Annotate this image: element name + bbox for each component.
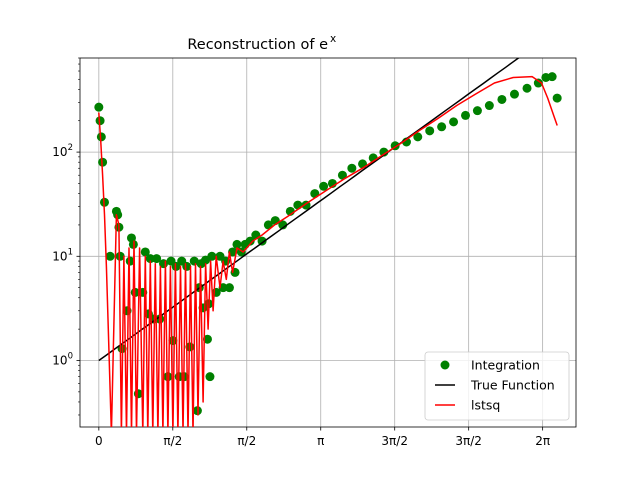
y-tick-label: 100 [52, 351, 73, 367]
y-tick-label: 102 [52, 143, 73, 159]
y-tick-label-exponent: 2 [68, 143, 73, 153]
integration-point [460, 110, 470, 120]
legend-label: True Function [470, 378, 555, 393]
integration-point [113, 210, 123, 220]
integration-point [533, 78, 543, 88]
integration-point [182, 261, 192, 271]
legend-box [424, 351, 570, 421]
x-tick-label: 3π/2 [455, 434, 482, 448]
integration-point [358, 159, 368, 169]
y-tick-label-exponent: 1 [68, 247, 73, 257]
x-tick-label: π [317, 434, 324, 448]
integration-point [257, 236, 267, 246]
legend-label: Integration [471, 358, 540, 373]
x-tick-label: 0 [95, 434, 103, 448]
axes-border [79, 57, 577, 428]
integration-point [347, 163, 357, 173]
legend-marker-integration [440, 360, 450, 370]
integration-point [125, 256, 135, 266]
grid-lines [80, 58, 576, 427]
x-tick-label: π/2 [237, 434, 256, 448]
integration-point [413, 132, 423, 142]
integration-point [224, 283, 234, 293]
integration-point [245, 236, 255, 246]
integration-point [472, 106, 482, 116]
y-tick-label-base: 10 [52, 249, 67, 263]
integration-point [337, 170, 347, 180]
y-tick-label: 101 [52, 247, 73, 263]
integration-point [509, 89, 519, 99]
integration-point [522, 83, 532, 93]
integration-point [145, 254, 155, 264]
plot-area [94, 58, 562, 427]
integration-point [319, 181, 329, 191]
y-tick-label-base: 10 [52, 353, 67, 367]
legend-label: lstsq [471, 398, 500, 413]
chart-title-superscript: x [330, 33, 336, 45]
integration-point [140, 247, 150, 257]
integration-point [425, 126, 435, 136]
chart-title-text: Reconstruction of e [187, 37, 328, 53]
integration-point [497, 94, 507, 104]
integration-point [152, 254, 162, 264]
lstsq-line [98, 75, 558, 427]
integration-point [96, 132, 106, 142]
integration-point [207, 251, 217, 261]
x-axis-ticks: 0 π/2 π/2 π 3π/2 3π/2 2π [95, 427, 550, 448]
integration-point [484, 101, 494, 111]
x-tick-label: π/2 [163, 434, 182, 448]
axes-frame [79, 57, 577, 428]
integration-point [115, 251, 125, 261]
integration-point [189, 256, 199, 266]
integration-point [94, 102, 104, 112]
integration-point [205, 372, 215, 382]
integration-point [202, 334, 212, 344]
integration-point [232, 239, 242, 249]
integration-point [163, 372, 173, 382]
x-tick-label: 2π [535, 434, 550, 448]
integration-point [552, 93, 562, 103]
integration-point [168, 336, 178, 346]
y-tick-label-base: 10 [52, 145, 67, 159]
integration-point [547, 72, 557, 82]
y-tick-label-exponent: 0 [68, 351, 73, 361]
integration-point [105, 251, 115, 261]
chart-title: Reconstruction of e x [187, 33, 336, 53]
x-tick-label: 3π/2 [381, 434, 408, 448]
integration-point [449, 117, 459, 127]
integration-point [437, 122, 447, 132]
integration-point [293, 200, 303, 210]
legend: Integration True Function lstsq [424, 351, 570, 421]
